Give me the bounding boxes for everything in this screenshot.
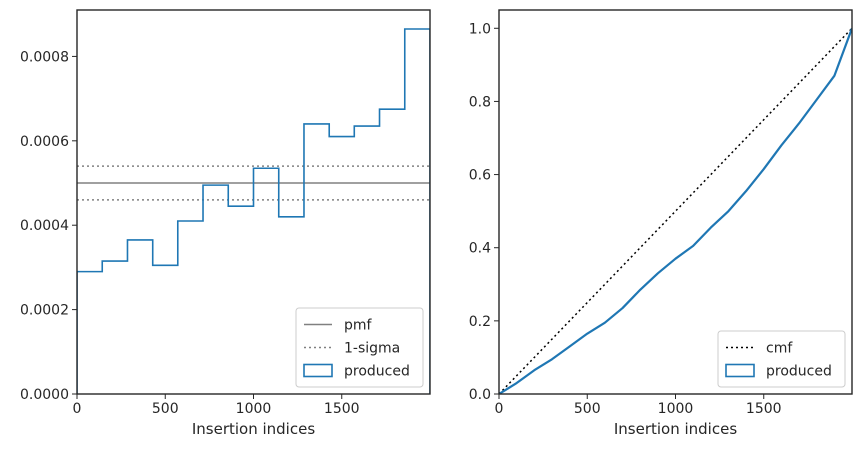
x-tick-label: 1000 [236, 401, 272, 417]
histogram-bin [178, 221, 203, 394]
histogram-bin [153, 265, 178, 394]
x-axis-label: Insertion indices [614, 420, 737, 438]
histogram-bin [77, 272, 102, 394]
histogram-bin [127, 240, 152, 394]
produced-curve [499, 27, 852, 394]
histogram-step [77, 28, 430, 394]
histogram-bin [254, 168, 279, 394]
y-tick-label: 0.0 [469, 387, 491, 403]
legend-handle-produced [303, 363, 333, 378]
y-tick-label: 0.0006 [20, 134, 69, 150]
left-histogram-panel: 0 500 1000 1500 0.0000 0.0002 0.0004 0.0006 0.00… [20, 9, 431, 438]
y-tick-label: 0.4 [469, 241, 491, 257]
y-tick-label: 0.2 [469, 314, 491, 330]
legend-handle-produced [725, 363, 755, 378]
y-tick-label: 0.8 [469, 94, 491, 110]
legend-label: 1-sigma [344, 341, 400, 357]
legend-label: produced [766, 364, 832, 380]
x-tick-label: 500 [574, 401, 601, 417]
legend-label: produced [344, 364, 410, 380]
x-tick-label: 0 [73, 401, 82, 417]
legend-label: pmf [344, 318, 373, 334]
x-tick-label: 500 [152, 401, 179, 417]
axes-frame [76, 9, 431, 395]
x-tick-label: 1000 [658, 401, 694, 417]
legend: cmf produced [717, 330, 846, 388]
histogram-bin [102, 261, 127, 394]
x-tick-label: 1500 [746, 401, 782, 417]
axes-frame [498, 9, 853, 395]
plot-area [499, 27, 852, 394]
y-tick-label: 0.6 [469, 168, 491, 184]
y-tick-label: 0.0002 [20, 303, 69, 319]
y-tick-label: 0.0008 [20, 49, 69, 65]
x-tick-label: 1500 [324, 401, 360, 417]
legend-box [717, 330, 846, 388]
legend-box [295, 307, 424, 388]
right-cumulative-panel: 0 500 1000 1500 0.0 0.2 0.4 0.6 0.8 1.0 Insertion … [469, 9, 853, 438]
x-tick-label: 0 [495, 401, 504, 417]
histogram-bin [203, 185, 228, 394]
x-axis-label: Insertion indices [192, 420, 315, 438]
legend-label: cmf [766, 341, 793, 357]
plot-area [77, 28, 430, 394]
y-tick-label: 1.0 [469, 21, 491, 37]
y-tick-label: 0.0000 [20, 387, 69, 403]
y-tick-label: 0.0004 [20, 218, 69, 234]
histogram-bin [228, 206, 253, 394]
legend: pmf 1-sigma produced [295, 307, 424, 388]
